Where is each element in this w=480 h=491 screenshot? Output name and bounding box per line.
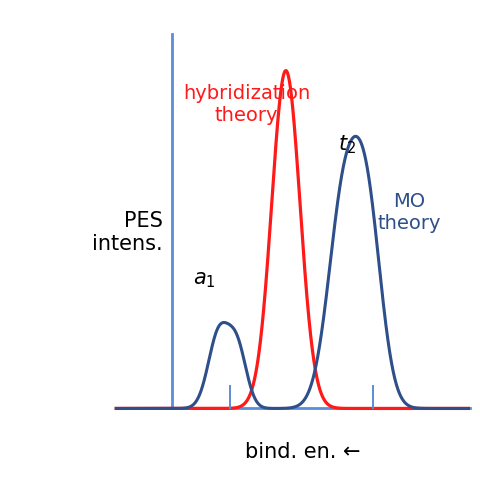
Text: bind. en. ←: bind. en. ← (245, 442, 360, 463)
Text: $a_1$: $a_1$ (192, 270, 215, 290)
Text: PES
intens.: PES intens. (92, 211, 163, 254)
Text: hybridization
theory: hybridization theory (183, 84, 311, 125)
Text: MO
theory: MO theory (377, 192, 441, 233)
Text: $t_2$: $t_2$ (338, 134, 357, 156)
